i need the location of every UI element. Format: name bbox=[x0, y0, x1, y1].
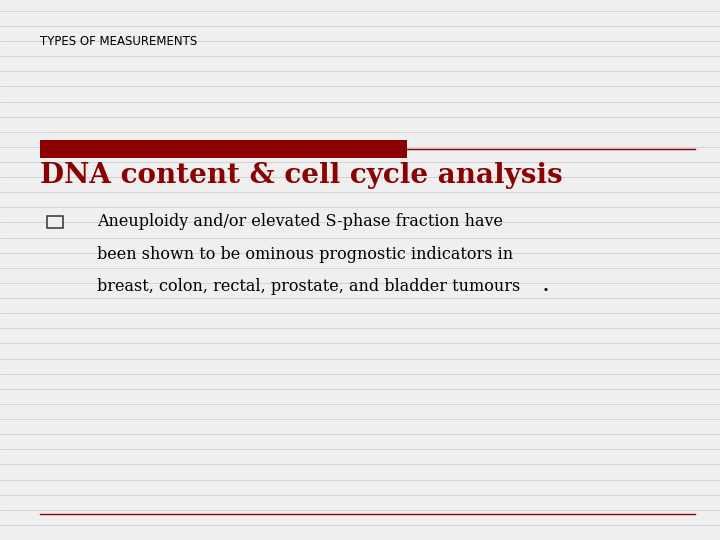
Text: been shown to be ominous prognostic indicators in: been shown to be ominous prognostic indi… bbox=[97, 246, 513, 262]
Text: .: . bbox=[542, 278, 548, 295]
Text: breast, colon, rectal, prostate, and bladder tumours: breast, colon, rectal, prostate, and bla… bbox=[97, 278, 521, 295]
Text: Aneuploidy and/or elevated S-phase fraction have: Aneuploidy and/or elevated S-phase fract… bbox=[97, 213, 503, 230]
FancyBboxPatch shape bbox=[47, 216, 63, 228]
Text: DNA content & cell cycle analysis: DNA content & cell cycle analysis bbox=[40, 162, 562, 189]
Text: TYPES OF MEASUREMENTS: TYPES OF MEASUREMENTS bbox=[40, 35, 197, 48]
FancyBboxPatch shape bbox=[40, 140, 407, 158]
